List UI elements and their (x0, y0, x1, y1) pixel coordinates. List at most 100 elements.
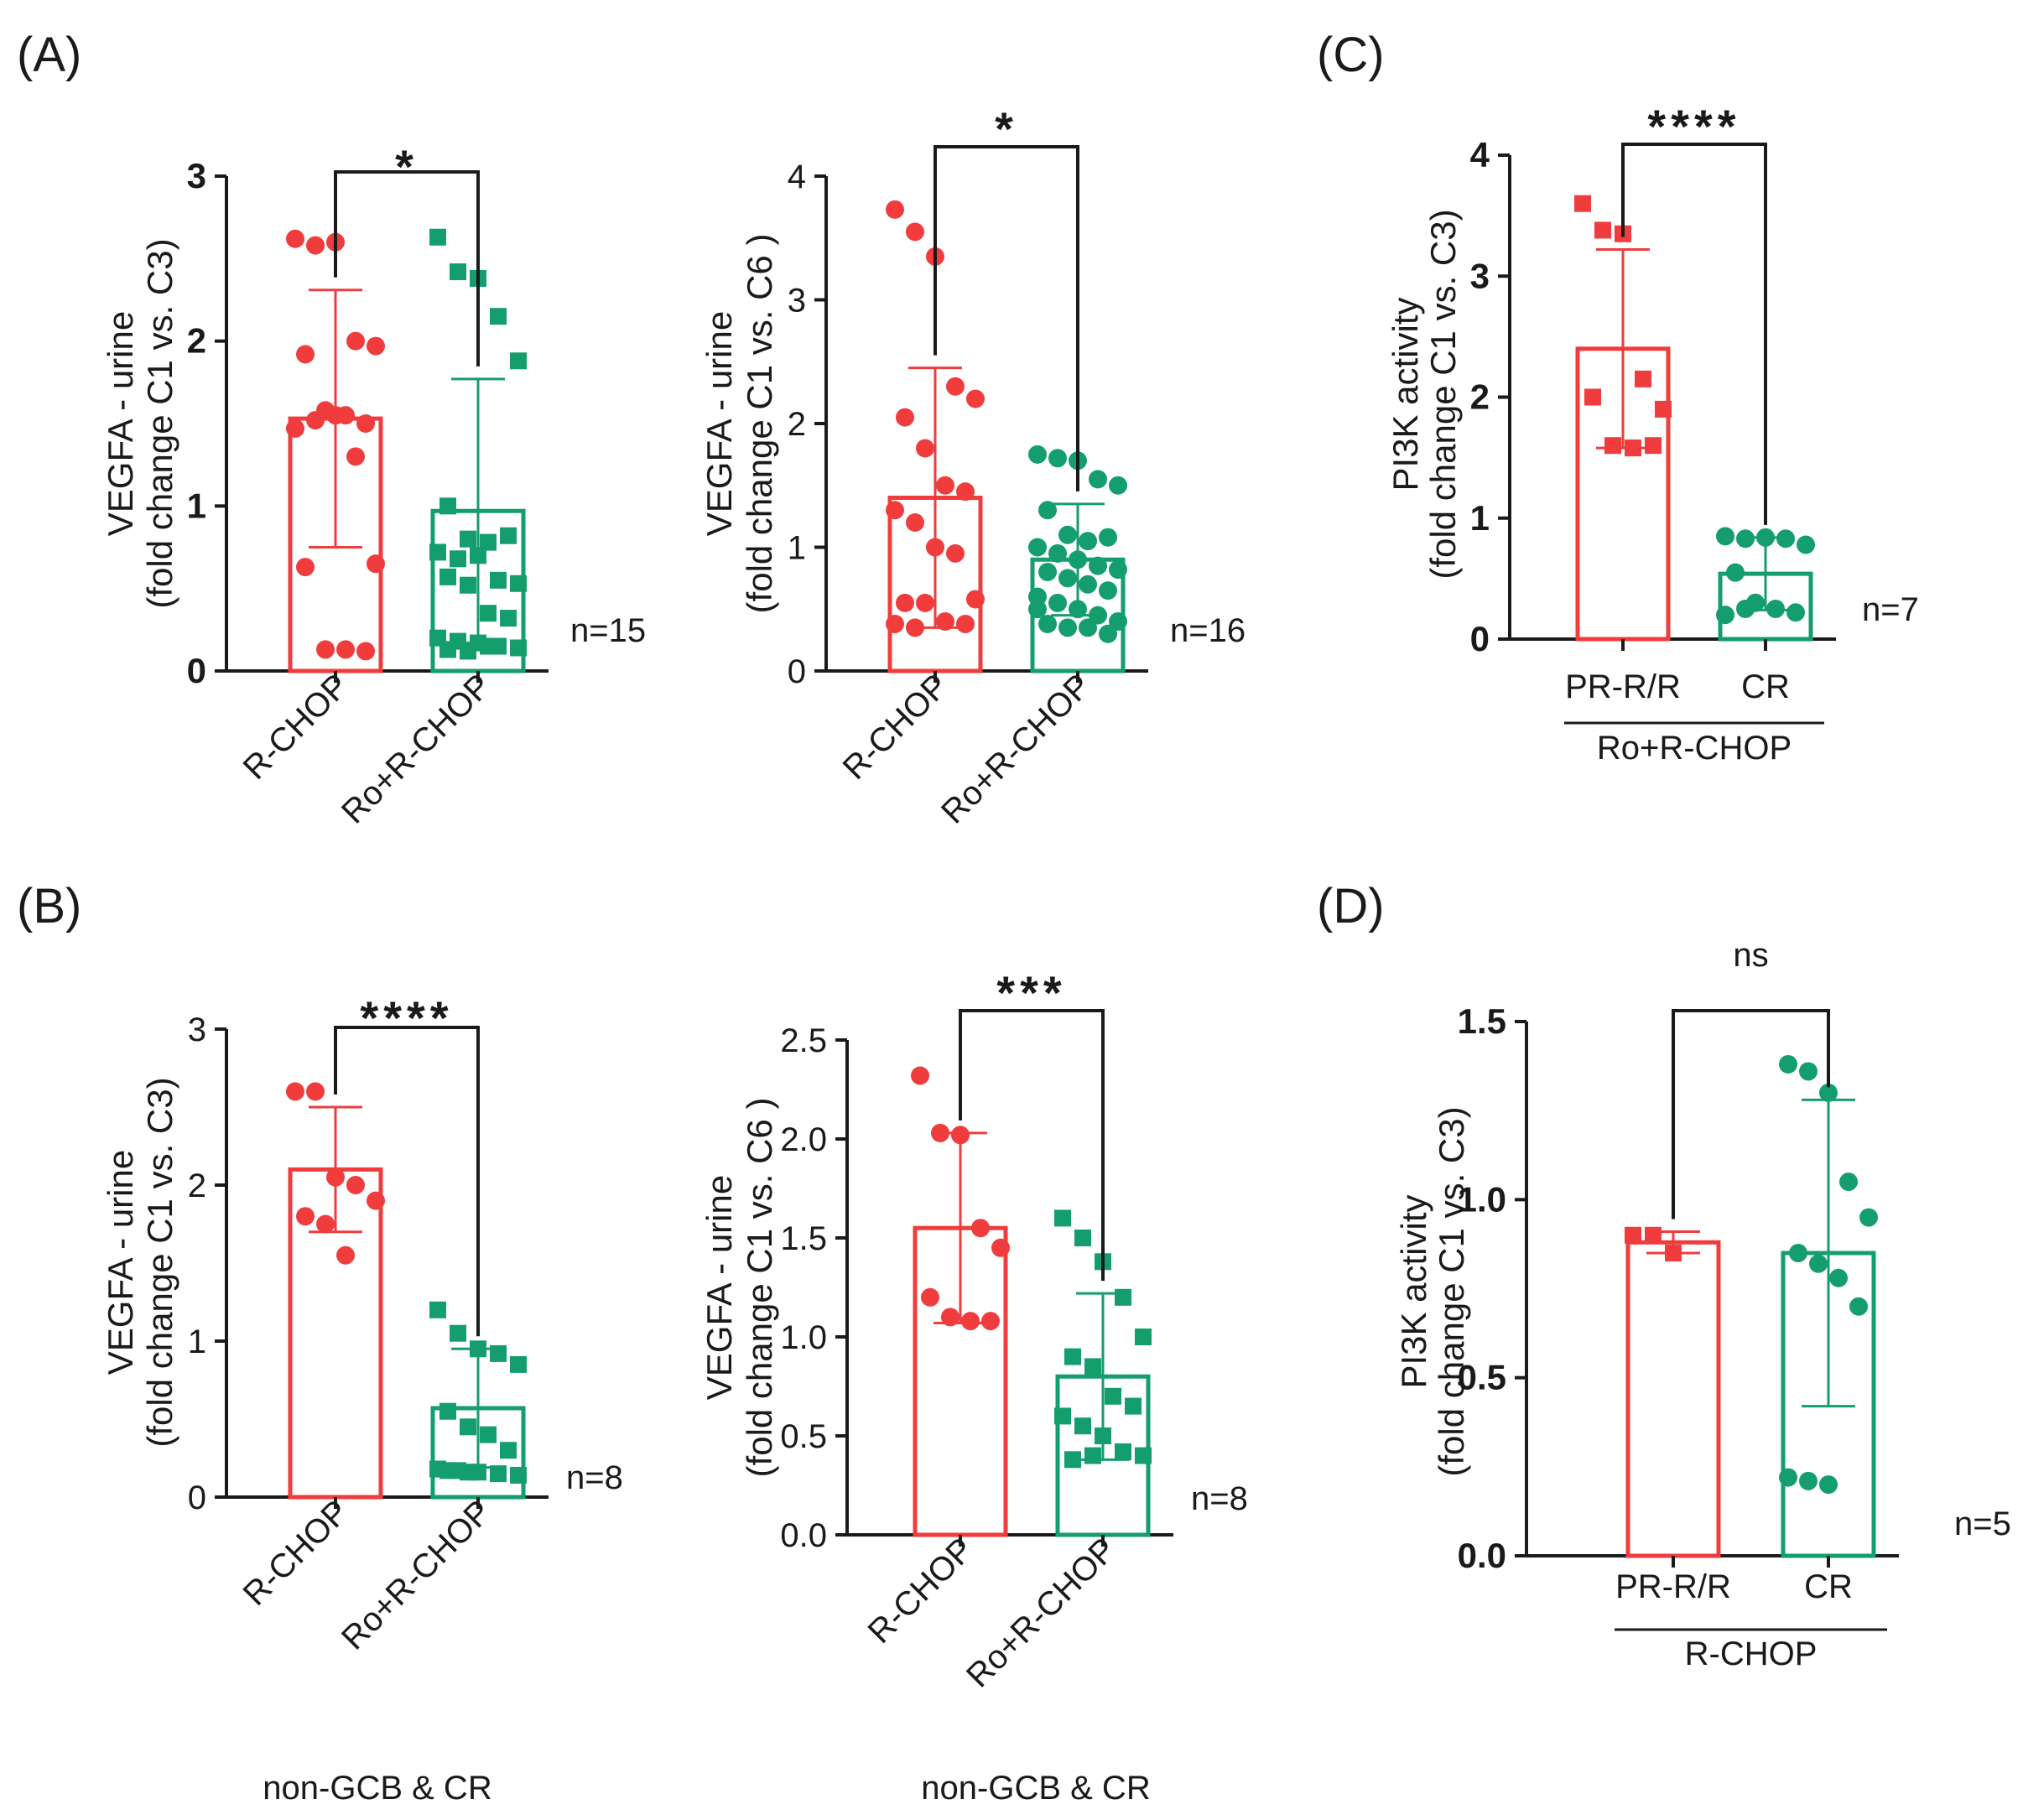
data-point (1089, 556, 1107, 575)
panel-label: (A) (17, 28, 81, 82)
n-label: n=8 (566, 1459, 623, 1496)
y-tick-label: 1 (187, 486, 206, 525)
data-point (1058, 618, 1077, 637)
significance-label: ns (1733, 937, 1768, 974)
data-point (336, 1245, 355, 1265)
y-tick-label: 2 (188, 1167, 206, 1204)
y-tick-label: 2 (788, 406, 806, 443)
data-point (931, 1123, 949, 1142)
data-point (470, 547, 486, 564)
data-point (1054, 1209, 1071, 1227)
data-point (1819, 1475, 1838, 1495)
data-point (1809, 1254, 1828, 1273)
data-point (981, 1312, 1000, 1331)
y-tick-label: 3 (788, 283, 806, 320)
data-point (336, 640, 355, 659)
data-point (956, 614, 975, 633)
y-axis-label: VEGFA - urine (699, 311, 739, 536)
y-tick-label: 0 (1470, 619, 1490, 658)
data-point (1079, 618, 1097, 637)
data-point (1665, 1245, 1682, 1262)
footnote-label: non-GCB & CR (263, 1770, 491, 1807)
data-point (510, 1355, 527, 1373)
data-point (460, 1418, 476, 1436)
data-point (971, 1219, 990, 1238)
data-point (936, 612, 954, 631)
data-point (1786, 603, 1805, 622)
x-category-label: PR-R/R (1615, 1568, 1731, 1605)
data-point (1038, 614, 1057, 633)
data-point (1048, 543, 1067, 563)
data-point (1038, 501, 1057, 520)
data-point (450, 550, 466, 568)
y-tick-label: 3 (188, 1011, 206, 1048)
data-point (439, 568, 456, 585)
data-point (450, 1324, 466, 1342)
x-category-label: Ro+R-CHOP (934, 667, 1098, 830)
y-tick-label: 1.0 (780, 1319, 827, 1356)
y-axis-label: VEGFA - urine (101, 1150, 140, 1375)
data-point (1859, 1208, 1878, 1227)
data-point (1766, 599, 1785, 618)
significance-bracket (1621, 143, 1767, 525)
data-point (1084, 1447, 1101, 1464)
y-tick-label: 1.5 (1458, 1001, 1506, 1041)
data-point (367, 1191, 385, 1210)
bar-pr-r/r (1625, 1240, 1721, 1558)
x-category-label: R-CHOP (237, 1493, 356, 1613)
data-point (490, 1344, 507, 1362)
y-tick-label: 4 (1470, 135, 1490, 174)
data-point (356, 642, 375, 661)
data-point (1797, 535, 1815, 554)
data-point (1074, 1417, 1091, 1435)
data-point (936, 476, 954, 495)
y-axis-label: VEGFA - urine (699, 1175, 739, 1400)
data-point (886, 200, 904, 219)
data-point (316, 1214, 335, 1234)
data-point (906, 222, 924, 242)
data-point (367, 336, 385, 356)
data-point (1038, 563, 1057, 581)
data-point (296, 1207, 315, 1226)
x-category-label: Ro+R-CHOP (335, 1493, 498, 1656)
data-point (886, 614, 904, 633)
data-point (316, 640, 335, 659)
data-point (1604, 437, 1621, 455)
data-point (1069, 600, 1087, 619)
data-point (1135, 1447, 1152, 1464)
data-point (906, 513, 924, 532)
y-tick-label: 1 (788, 530, 806, 567)
data-point (1655, 400, 1672, 418)
chart-A2: 0 1 2 3 4 VEGFA - urine (fold change C1 vs. C6… (699, 102, 1246, 831)
data-point (941, 1308, 959, 1327)
data-point (480, 605, 497, 622)
x-category-label: CR (1741, 668, 1790, 705)
data-point (926, 538, 944, 557)
data-point (356, 414, 375, 433)
panel-label: (C) (1317, 28, 1385, 82)
data-point (306, 411, 325, 430)
data-point (951, 1126, 970, 1145)
y-axis-label: PI3K activity (1394, 1194, 1433, 1388)
n-label: n=16 (1170, 612, 1246, 649)
data-point (1064, 1348, 1081, 1365)
data-point (480, 533, 497, 551)
data-point (1625, 439, 1641, 457)
y-tick-label: 0.5 (1458, 1358, 1506, 1397)
data-point (906, 618, 924, 637)
data-point (921, 1287, 939, 1307)
data-point (326, 406, 345, 425)
data-point (896, 408, 914, 427)
data-point (1109, 560, 1127, 580)
data-point (1089, 606, 1107, 625)
data-point (1028, 538, 1047, 557)
data-point (286, 229, 304, 248)
significance-label: **** (1647, 100, 1740, 153)
x-category-label: CR (1804, 1568, 1853, 1605)
data-point (439, 641, 456, 658)
data-point (460, 530, 476, 548)
data-point (346, 447, 365, 466)
chart-D: (D) 0.0 0.5 1.0 1.5 PI3K activity(fold change… (1317, 879, 2011, 1672)
data-point (510, 575, 527, 592)
